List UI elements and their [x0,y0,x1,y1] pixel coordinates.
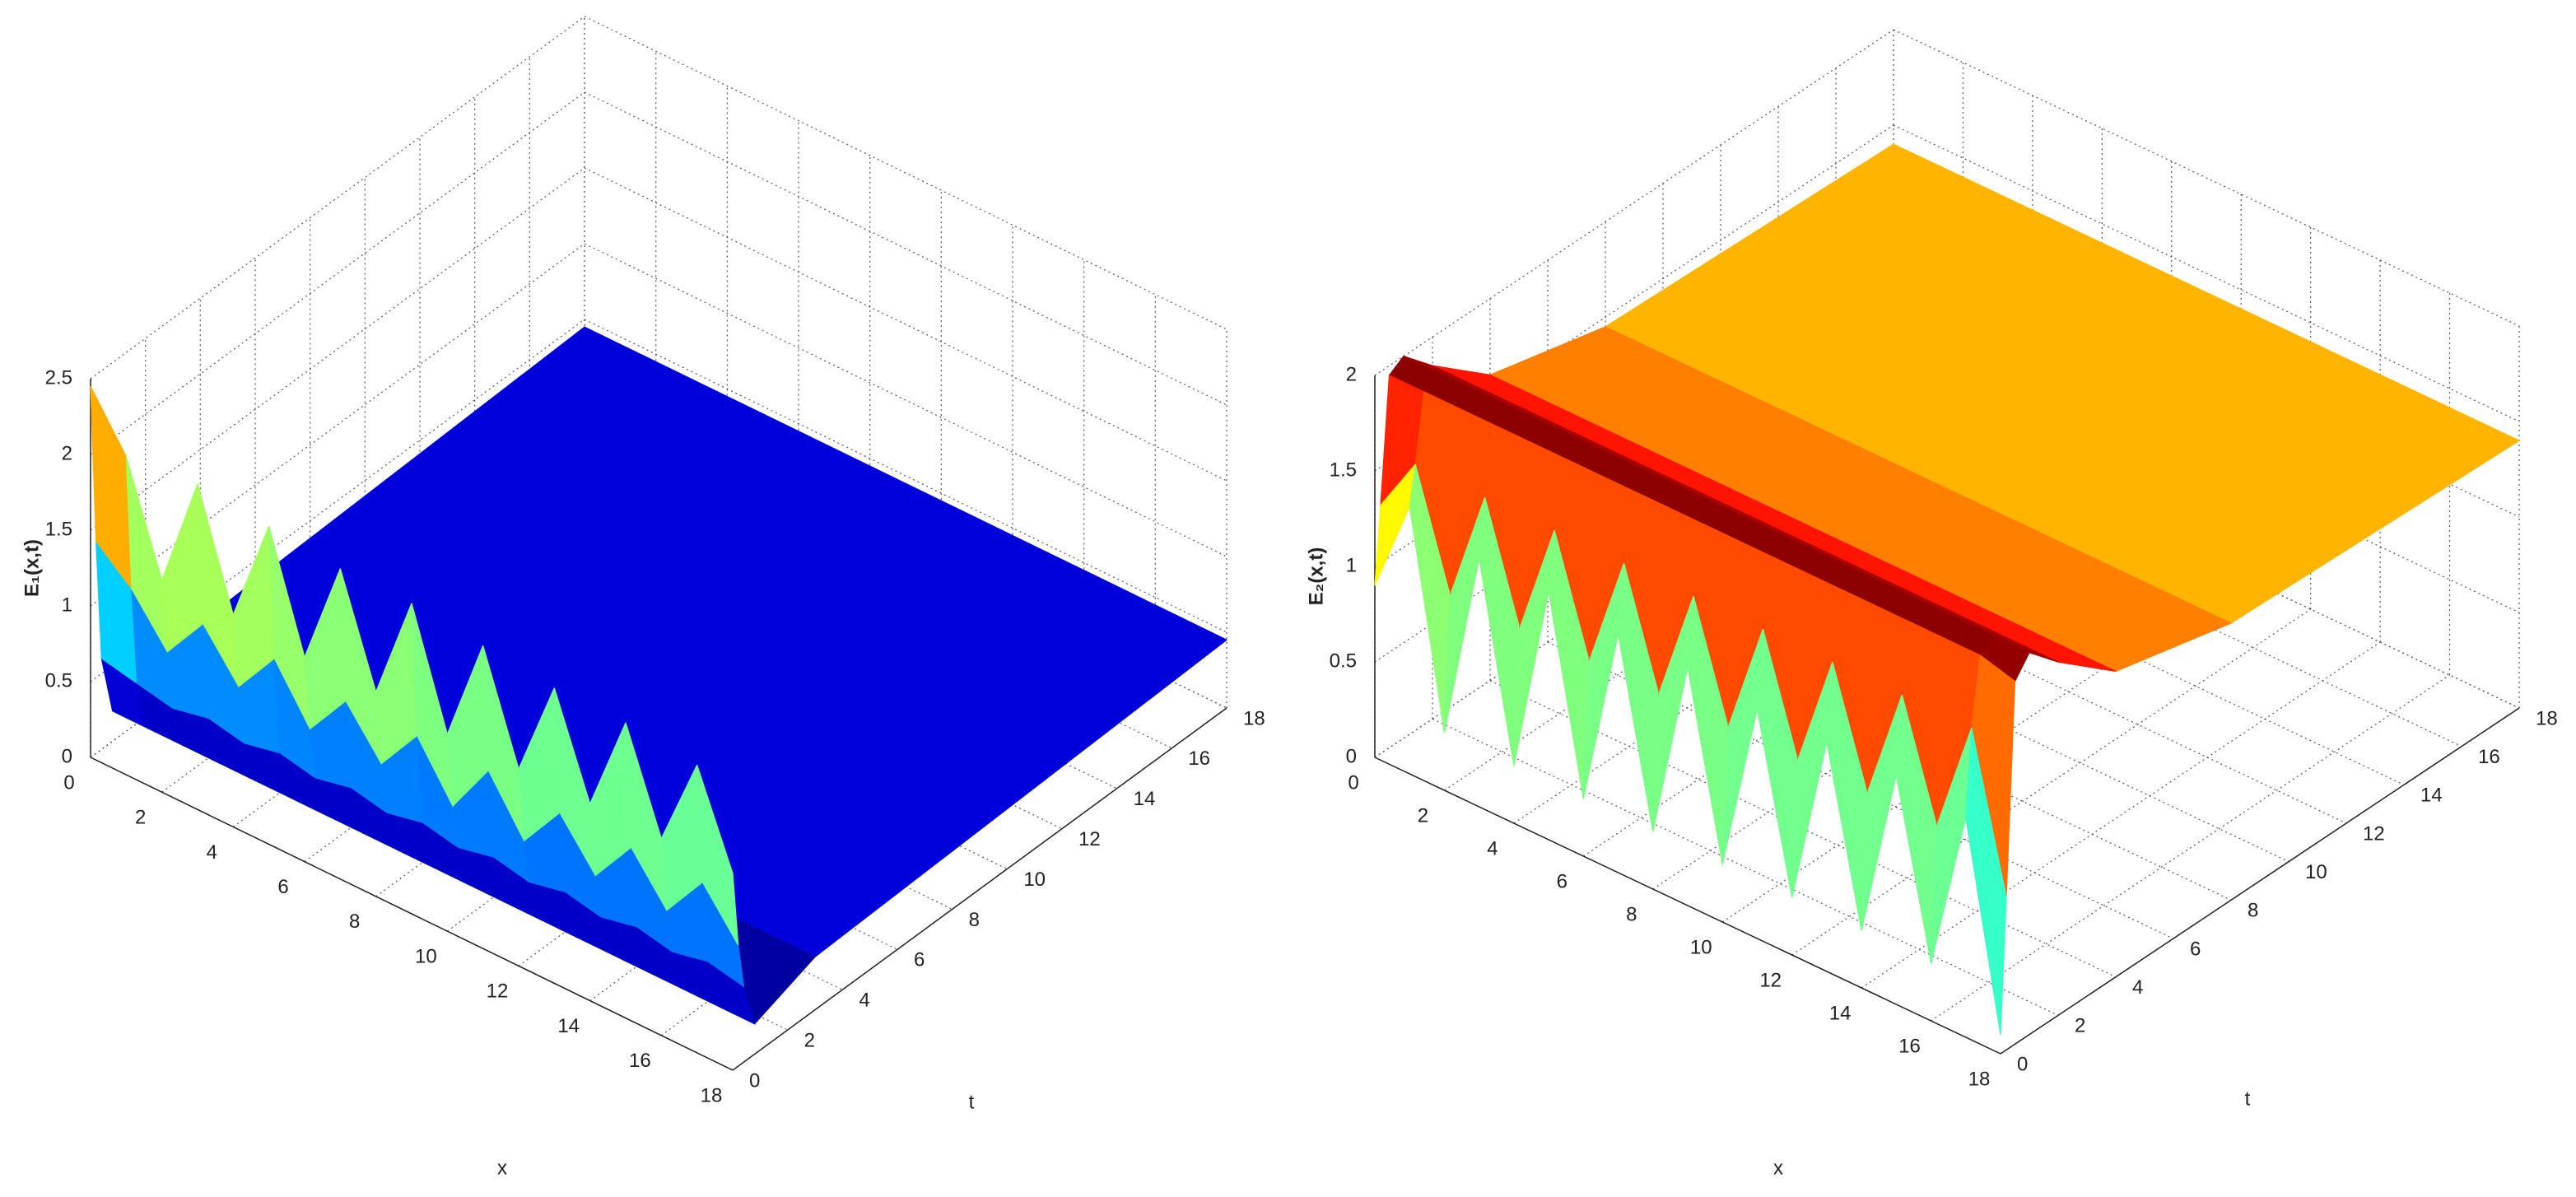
grid-line [1432,718,2059,1016]
x-tick-label: 2 [135,807,146,829]
t-tick-label: 4 [859,990,869,1012]
surface-cell [232,525,275,688]
grid-line [90,167,585,531]
x-axis-label: x [497,1157,507,1179]
surface-cell [696,765,739,946]
t-tick-label: 2 [2075,1015,2085,1037]
x-tick-label: 14 [557,1015,580,1037]
x-tick-label: 6 [1557,870,1567,892]
z-tick-label: 1.5 [45,518,72,540]
z-axis-label: E₂(x,t) [1305,547,1327,606]
t-tick-label: 10 [1023,869,1046,891]
x-axis-line [90,757,734,1071]
grid-line [1893,29,2520,327]
x-tick-label: 10 [1690,936,1712,958]
x-tick-label: 16 [629,1050,651,1072]
x-tick-label: 12 [1759,969,1782,991]
x-tick-label: 10 [415,945,437,967]
surface-chart: 0 2 4 6 8 10 12 14 16 18 0 2 4 6 8 10 12 14 16 18 0 0.5 1 1.5 2 2… [21,16,1265,1179]
z-axis-label: E₁(x,t) [21,539,43,597]
t-tick-label: 0 [749,1069,760,1092]
surface-cell [161,483,204,653]
grid-line [584,243,1227,557]
x-tick-label: 14 [1829,1002,1852,1024]
t-tick-label: 14 [1134,788,1156,810]
t-axis-line [732,707,1227,1071]
z-tick-label: 0.5 [1330,650,1357,672]
z-tick-label: 2.5 [45,366,72,389]
t-tick-label: 6 [2190,938,2201,960]
grid-line [90,91,585,455]
x-tick-label: 2 [1418,804,1428,827]
x-tick-label: 4 [1487,837,1498,859]
t-tick-label: 0 [2017,1053,2028,1075]
z-tick-label: 0 [62,745,72,767]
x-tick-label: 6 [277,876,288,898]
x-tick-label: 0 [63,771,74,794]
grid-line [1861,641,2381,989]
grid-line [1720,526,2347,824]
grid-line [90,319,585,682]
x-tick-label: 18 [701,1084,723,1106]
z-tick-label: 2 [62,442,72,464]
x-tick-label: 0 [1348,771,1358,794]
grid-line [90,16,585,380]
t-axis-line [2000,707,2520,1055]
t-tick-label: 8 [2248,900,2258,922]
t-tick-label: 16 [1188,748,1210,770]
x-tick-label: 8 [349,911,360,933]
grid-line [90,243,585,607]
t-axis-label: t [969,1091,975,1113]
t-tick-label: 10 [2305,861,2327,883]
grid-line [1931,674,2450,1022]
t-tick-label: 14 [2420,785,2443,807]
t-tick-label: 6 [914,949,925,971]
grid-line [584,91,1227,406]
grid-line [1374,29,1894,376]
z-tick-label: 2 [1346,363,1357,385]
t-tick-label: 8 [969,909,980,931]
grid-line [584,319,1227,633]
t-tick-label: 16 [2478,746,2500,768]
surface-chart: 0 2 4 6 8 10 12 14 16 18 0 2 4 6 8 10 12 14 16 18 0 0.5 1 1.5 2 x… [1305,29,2558,1179]
x-axis-label: x [1773,1157,1783,1179]
z-tick-label: 1 [1346,554,1357,576]
z-tick-label: 0 [1346,745,1357,767]
x-tick-label: 8 [1626,903,1637,925]
x-tick-label: 12 [487,980,509,1003]
t-tick-label: 12 [1078,828,1101,850]
grid-line [584,16,1227,330]
x-tick-label: 18 [1968,1068,1991,1090]
grid-line [1893,124,2520,422]
z-tick-label: 0.5 [45,669,72,692]
grid-line [1791,608,2311,956]
x-tick-label: 4 [207,841,217,864]
x-tick-label: 16 [1898,1035,1921,1057]
t-tick-label: 18 [1243,707,1265,729]
t-tick-label: 4 [2132,976,2143,999]
x-axis-line [1374,757,2001,1055]
z-tick-label: 1 [62,594,72,616]
surface-cell [1965,728,2007,1035]
t-tick-label: 18 [2536,707,2558,729]
grid-line [584,167,1227,482]
t-tick-label: 2 [804,1029,815,1051]
t-axis-label: t [2245,1088,2251,1110]
z-tick-label: 1.5 [1330,459,1357,481]
t-tick-label: 12 [2363,822,2385,845]
